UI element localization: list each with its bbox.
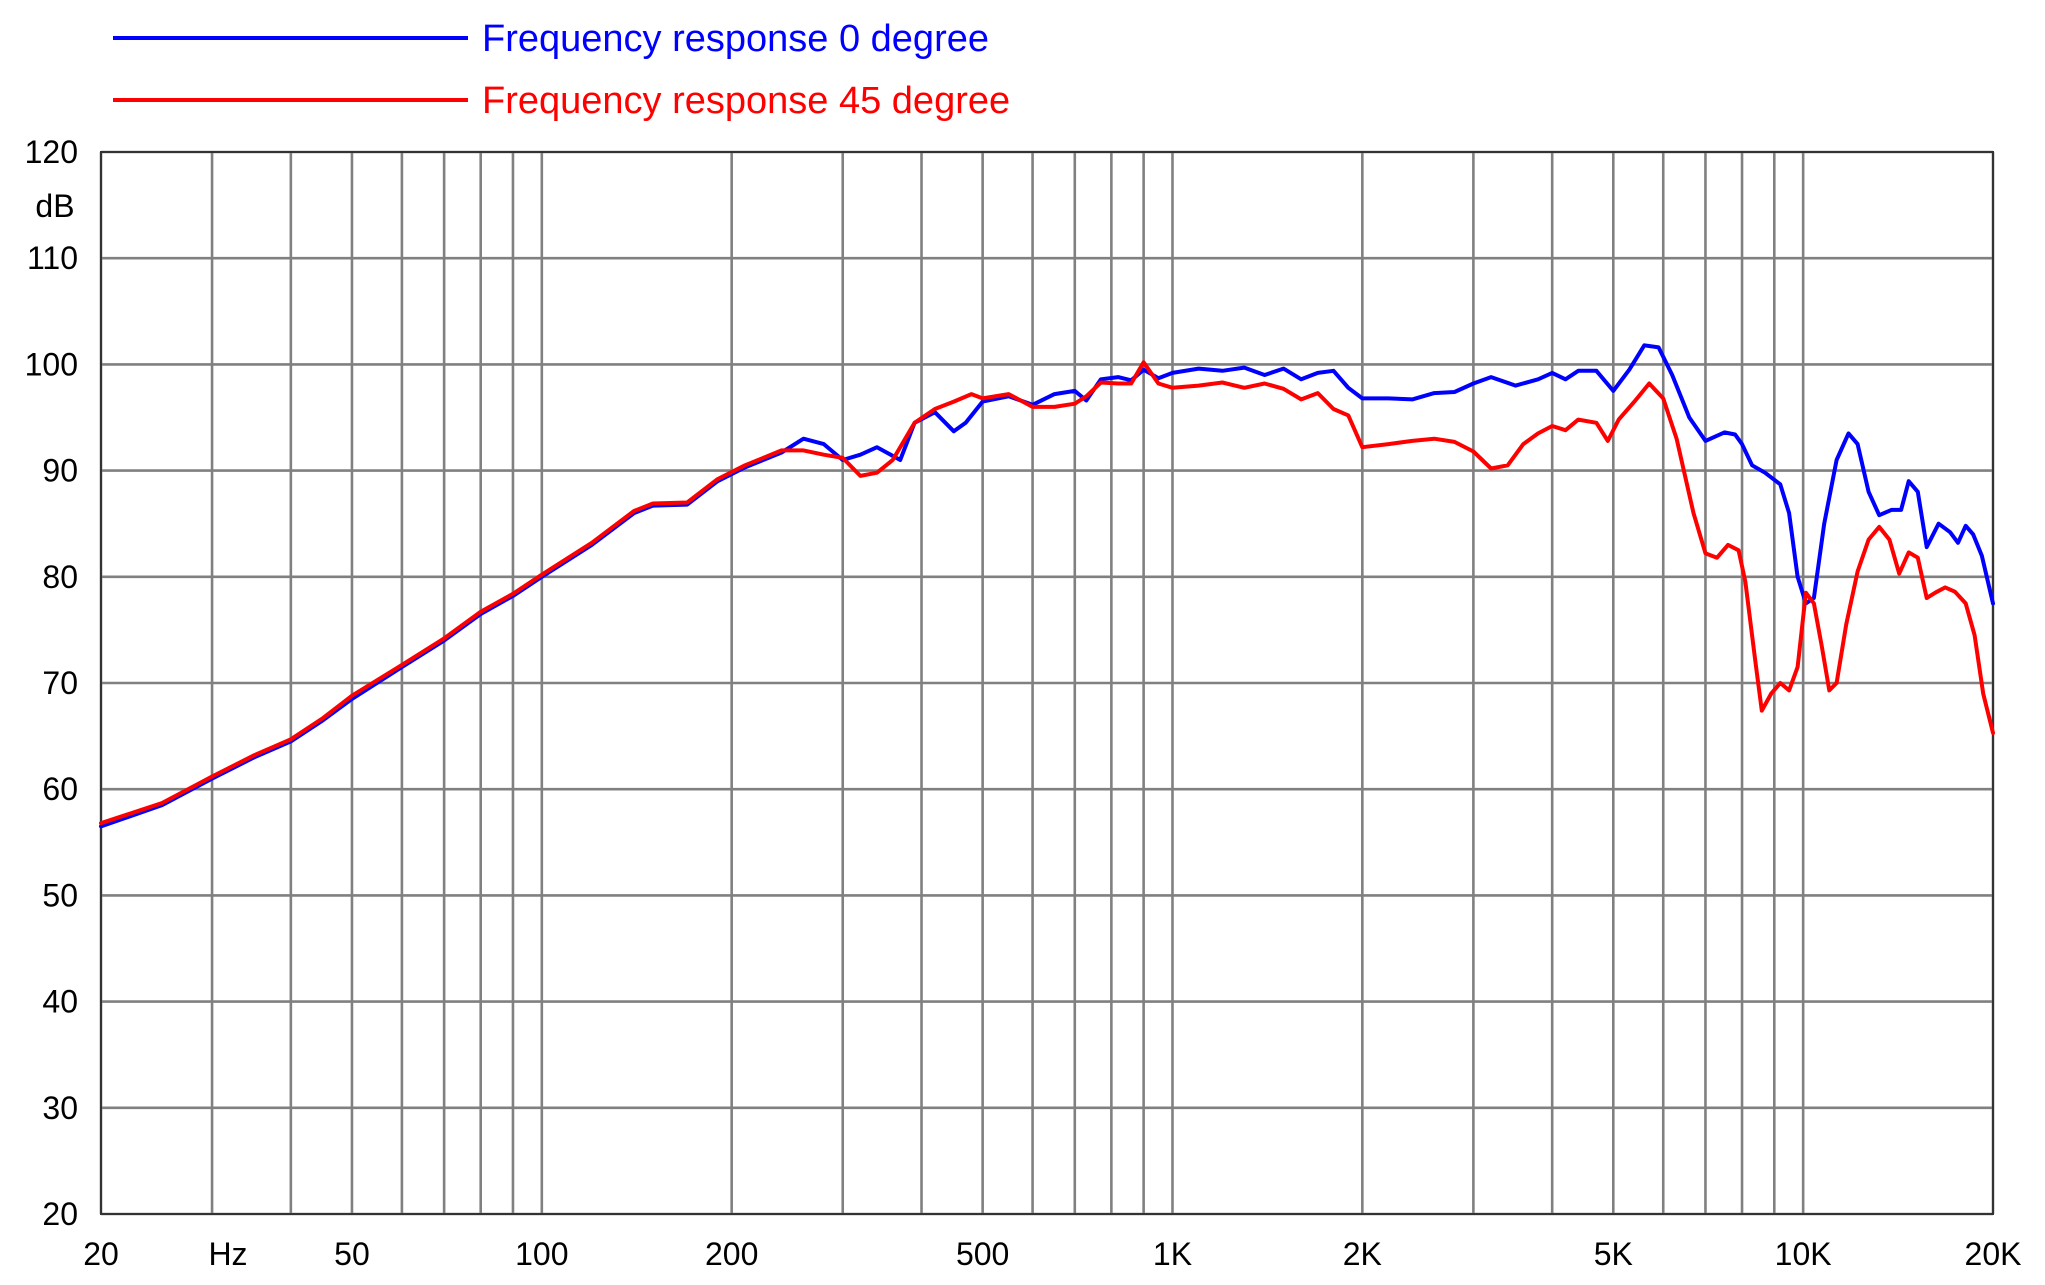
x-tick-label: 100 xyxy=(515,1236,568,1272)
y-tick-label: 60 xyxy=(42,771,78,807)
x-tick-label: 500 xyxy=(956,1236,1009,1272)
y-tick-label: 120 xyxy=(25,134,78,170)
x-tick-label: 200 xyxy=(705,1236,758,1272)
series-lines xyxy=(99,343,1995,829)
plot-frame xyxy=(100,151,1994,1215)
y-tick-label: 100 xyxy=(25,346,78,382)
x-axis-unit-label: Hz xyxy=(208,1236,247,1272)
x-axis-tick-labels: 20 50 100 200 500 1K 2K 5K 10K 20K xyxy=(83,1236,2021,1272)
y-tick-label: 70 xyxy=(42,665,78,701)
y-axis-tick-labels: 20 30 40 50 60 70 80 90 100 110 120 xyxy=(25,134,78,1232)
y-tick-label: 40 xyxy=(42,984,78,1020)
x-tick-label: 5K xyxy=(1594,1236,1633,1272)
y-tick-label: 110 xyxy=(27,240,78,276)
grid xyxy=(99,150,1995,1216)
y-tick-label: 30 xyxy=(42,1090,78,1126)
x-tick-label: 50 xyxy=(334,1236,370,1272)
y-tick-label: 50 xyxy=(42,877,78,913)
series-line xyxy=(99,343,1995,829)
x-tick-label: 20 xyxy=(83,1236,119,1272)
x-tick-label: 20K xyxy=(1965,1236,2022,1272)
x-tick-label: 1K xyxy=(1153,1236,1192,1272)
y-tick-label: 90 xyxy=(42,453,78,489)
y-axis-unit-label: dB xyxy=(35,188,74,224)
legend-label: Frequency response 45 degree xyxy=(482,80,1010,122)
y-tick-label: 80 xyxy=(42,559,78,595)
legend: Frequency response 0 degree Frequency res… xyxy=(113,18,1010,122)
series-line xyxy=(99,360,1995,826)
x-tick-label: 10K xyxy=(1775,1236,1832,1272)
x-tick-label: 2K xyxy=(1343,1236,1382,1272)
legend-label: Frequency response 0 degree xyxy=(482,18,989,60)
y-tick-label: 20 xyxy=(42,1196,78,1232)
